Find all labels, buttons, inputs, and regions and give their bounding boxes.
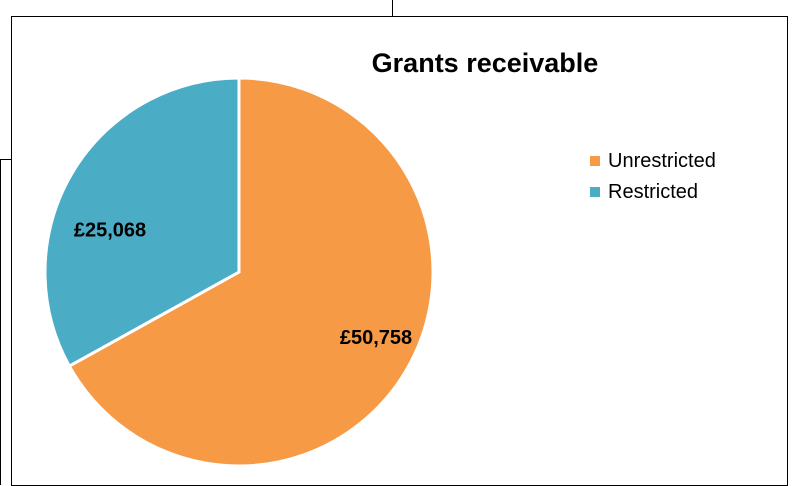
data-label-unrestricted: £50,758 <box>340 327 412 349</box>
legend-swatch-unrestricted <box>590 156 600 166</box>
cell-border-left-vertical <box>0 159 1 485</box>
legend: Unrestricted Restricted <box>590 148 716 210</box>
pie-slices <box>43 76 435 468</box>
data-label-restricted: £25,068 <box>74 219 146 241</box>
legend-label-restricted: Restricted <box>608 180 699 203</box>
pie-slice-restricted[interactable] <box>43 76 241 369</box>
legend-item-restricted: Restricted <box>590 179 716 205</box>
legend-item-unrestricted: Unrestricted <box>590 148 716 174</box>
pie-slice-unrestricted[interactable] <box>67 76 435 468</box>
legend-swatch-restricted <box>590 187 600 197</box>
cell-border-top <box>392 0 393 16</box>
legend-label-unrestricted: Unrestricted <box>608 149 716 172</box>
pie-data-labels: £50,758 £25,068 <box>74 219 412 349</box>
chart-title: Grants receivable <box>371 48 599 78</box>
cell-border-left-horizontal <box>0 159 11 160</box>
